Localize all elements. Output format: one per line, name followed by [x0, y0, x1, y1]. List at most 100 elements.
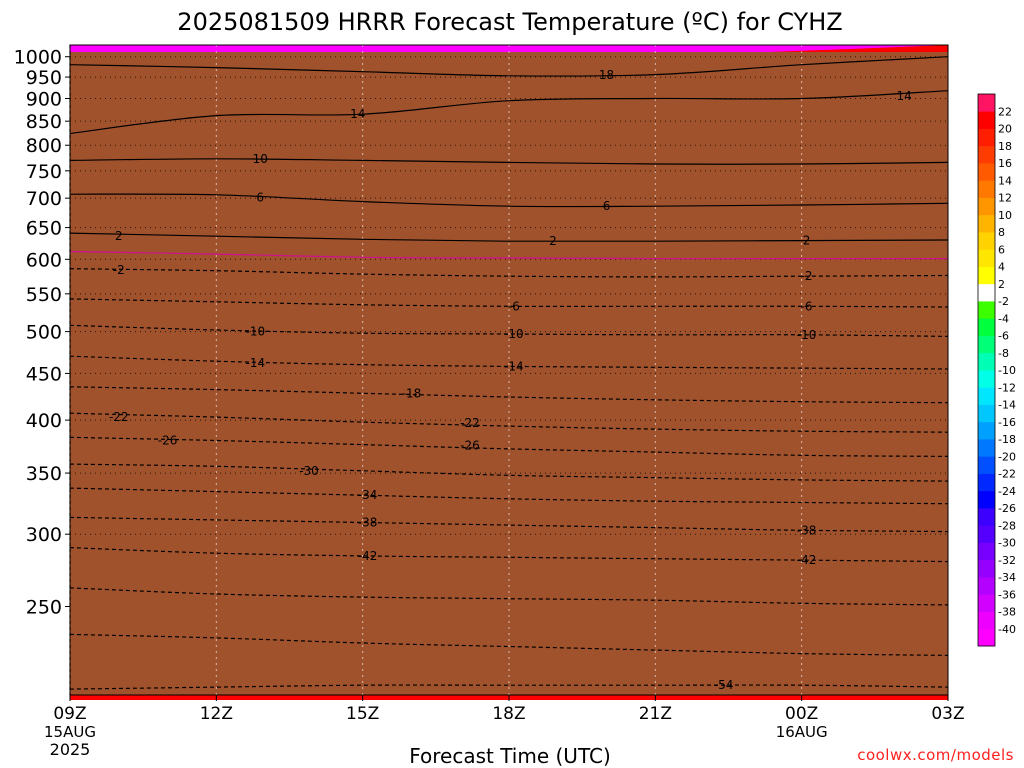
- contour--2: [70, 268, 948, 278]
- contour-label: 2: [115, 229, 123, 243]
- colorbar-segment: [978, 266, 995, 285]
- colorbar-segment: [978, 542, 995, 561]
- y-tick-label: 850: [26, 111, 62, 133]
- colorbar-segment: [978, 370, 995, 388]
- contour-18: [70, 56, 948, 77]
- colorbar-label: -14: [998, 399, 1016, 412]
- contour-label: 2: [803, 234, 811, 248]
- contour-label: -34: [358, 488, 378, 502]
- colorbar-label: -34: [998, 571, 1016, 584]
- colorbar-label: 2: [998, 278, 1005, 291]
- colorbar-segment: [978, 525, 995, 543]
- contour-label: 10: [253, 152, 268, 166]
- contour-labels: -54-42 -42-38-38-34-30-26 -26-22 -22-18-14-…: [109, 68, 912, 692]
- contour-label: -22: [460, 416, 480, 430]
- colorbar: 22 20 18 16 14 12 10 8 6 4 2 -2 -4 -6 -8 -10 -12 -14 -16 -1…: [977, 93, 1016, 647]
- colorbar-segment: [978, 283, 995, 302]
- contour-14: [70, 90, 948, 135]
- contour-label: -10: [246, 325, 266, 339]
- contour-label: -38: [358, 515, 378, 529]
- colorbar-label: 12: [998, 192, 1012, 205]
- y-tick-label: 950: [26, 67, 62, 89]
- y-tick-label: 800: [26, 135, 62, 157]
- colorbar-label: -26: [998, 502, 1016, 515]
- colorbar-label: -30: [998, 537, 1016, 550]
- contour--14: [70, 355, 948, 370]
- contour-label: -2: [801, 269, 813, 283]
- contour-label: -30: [299, 464, 319, 478]
- contour-label: -10: [504, 327, 524, 341]
- y-tick-label: 300: [26, 524, 62, 546]
- colorbar-segment: [978, 611, 995, 630]
- y-tick-label: 400: [26, 410, 62, 432]
- colorbar-label: 8: [998, 226, 1005, 239]
- colorbar-segment: [978, 301, 995, 319]
- colorbar-segment: [978, 473, 995, 492]
- x-tick-date: 15AUG: [44, 723, 96, 741]
- y-tick-label: 350: [26, 463, 62, 485]
- x-tick-label: 15Z: [346, 704, 379, 724]
- x-axis-label: Forecast Time (UTC): [409, 744, 611, 768]
- colorbar-segment: [978, 249, 995, 267]
- x-tick-label: 00Z: [785, 704, 818, 724]
- colorbar-segment: [978, 335, 995, 354]
- y-tick-label: 900: [26, 89, 62, 111]
- colorbar-label: 10: [998, 209, 1012, 222]
- colorbar-label: -6: [998, 330, 1009, 343]
- contour-label: -6: [801, 299, 813, 313]
- y-tick-label: 650: [26, 218, 62, 240]
- colorbar-segment: [978, 180, 995, 198]
- colorbar-label: -28: [998, 519, 1016, 532]
- colorbar-label: 6: [998, 243, 1005, 256]
- colorbar-label: -36: [998, 588, 1016, 601]
- y-tick-label: 600: [26, 249, 62, 271]
- colorbar-label: -8: [998, 347, 1009, 360]
- colorbar-segment: [978, 559, 995, 578]
- colorbar-segment: [978, 145, 995, 164]
- y-tick-label: 1000: [14, 47, 62, 69]
- colorbar-segment: [978, 318, 995, 336]
- contour-label: -2: [113, 263, 125, 277]
- colorbar-segment: [978, 214, 995, 233]
- contour-label: -42: [797, 553, 817, 567]
- contour-label: -26: [460, 439, 480, 453]
- contour--50: [70, 633, 948, 656]
- contour-label: -14: [246, 356, 266, 370]
- contour-label: 14: [896, 89, 911, 103]
- x-tick-label: 09Z: [53, 704, 86, 724]
- colorbar-label: -18: [998, 433, 1016, 446]
- contour--10: [70, 324, 948, 337]
- colorbar-segment: [978, 508, 995, 526]
- colorbar-label: -38: [998, 606, 1016, 619]
- colorbar-segment: [978, 439, 995, 457]
- colorbar-label: 16: [998, 157, 1012, 170]
- colorbar-label: -2: [998, 295, 1009, 308]
- y-axis-ticks: 2503003504004505005506006507007508008509…: [14, 47, 70, 619]
- contour-label: -10: [797, 328, 817, 342]
- colorbar-segment: [978, 421, 995, 440]
- contour-6: [70, 193, 948, 208]
- colorbar-label: -40: [998, 623, 1016, 636]
- colorbar-segment: [978, 456, 995, 474]
- colorbar-segment: [978, 594, 995, 612]
- contour-10: [70, 158, 948, 165]
- contour--42: [70, 547, 948, 563]
- colorbar-label: -32: [998, 554, 1016, 567]
- contour-label: -54: [714, 678, 734, 692]
- x-tick-label: 12Z: [200, 704, 233, 724]
- time-grid-lines: [215, 45, 803, 695]
- temperature-contours: [70, 56, 948, 690]
- chart-title: 2025081509 HRRR Forecast Temperature (ºC…: [177, 8, 842, 36]
- x-tick-date: 16AUG: [776, 723, 828, 741]
- contour-label: 2: [549, 234, 557, 248]
- contour--6: [70, 298, 948, 308]
- contour-label: -26: [158, 433, 178, 447]
- colorbar-label: -20: [998, 450, 1016, 463]
- colorbar-segment: [978, 232, 995, 250]
- y-tick-label: 500: [26, 322, 62, 344]
- y-tick-label: 550: [26, 284, 62, 306]
- colorbar-segment: [978, 197, 995, 216]
- colorbar-label: -12: [998, 381, 1016, 394]
- contour-2: [70, 232, 948, 242]
